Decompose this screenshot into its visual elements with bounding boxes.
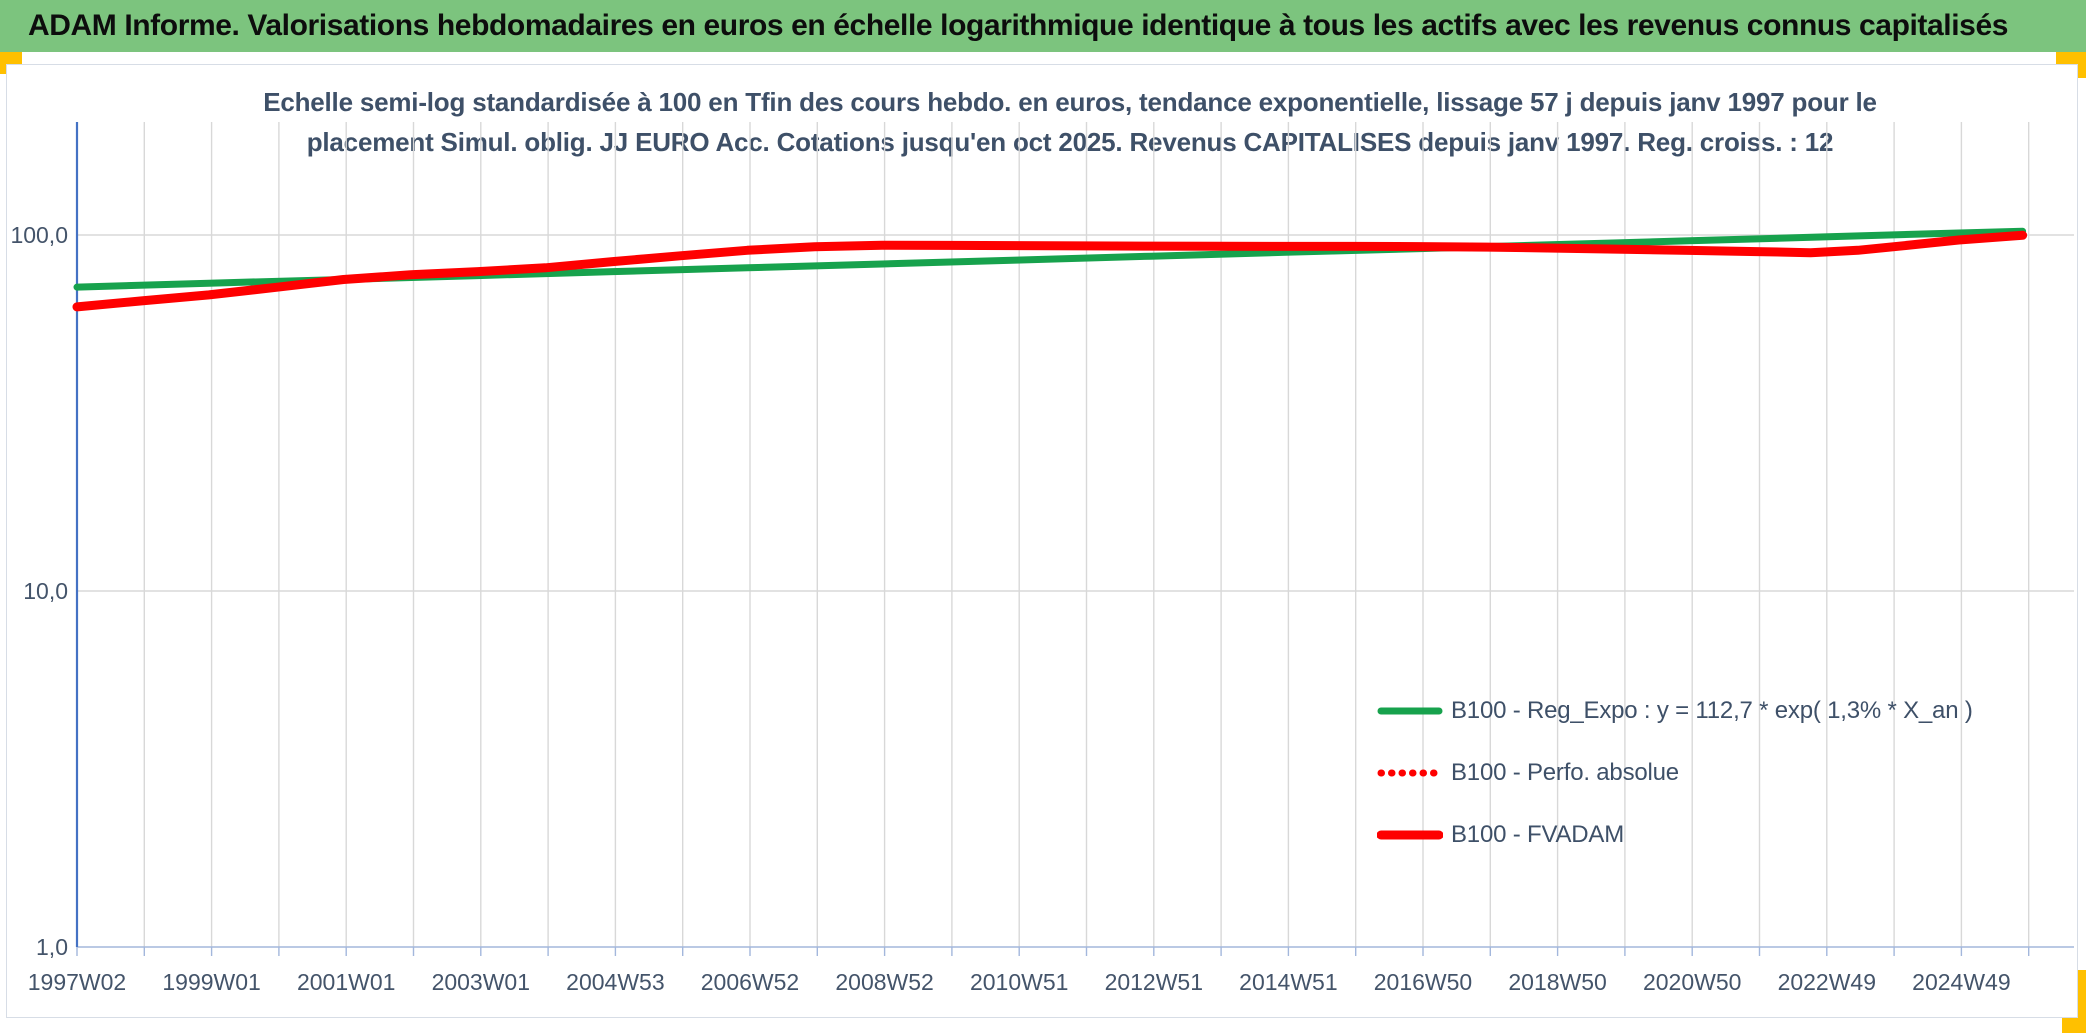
x-tick-label: 2003W01	[432, 969, 530, 995]
x-tick-label: 2014W51	[1239, 969, 1337, 995]
chart-card	[6, 64, 2078, 1018]
legend: B100 - Reg_Expo : y = 112,7 * exp( 1,3% …	[1376, 680, 1973, 866]
x-tick-label: 2010W51	[970, 969, 1068, 995]
red-dotted-line-icon	[1377, 765, 1443, 781]
y-tick-label: 1,0	[36, 934, 68, 960]
x-tick-label: 2020W50	[1643, 969, 1741, 995]
y-tick-label: 10,0	[23, 578, 68, 604]
x-tick-label: 2004W53	[566, 969, 664, 995]
chart-title-line1: Echelle semi-log standardisée à 100 en T…	[263, 87, 1877, 117]
x-tick-label: 2016W50	[1374, 969, 1472, 995]
legend-item-fvadam: B100 - FVADAM	[1376, 804, 1973, 866]
legend-label-perfo-absolue: B100 - Perfo. absolue	[1451, 759, 1679, 786]
legend-label-reg-expo: B100 - Reg_Expo : y = 112,7 * exp( 1,3% …	[1451, 697, 1973, 724]
x-tick-label: 2018W50	[1508, 969, 1606, 995]
x-tick-label: 2008W52	[835, 969, 933, 995]
header-bar: ADAM Informe. Valorisations hebdomadaire…	[0, 0, 2086, 52]
green-solid-line-icon	[1377, 703, 1443, 719]
y-tick-label: 100,0	[10, 222, 68, 248]
x-tick-label: 2012W51	[1105, 969, 1203, 995]
x-tick-label: 1999W01	[162, 969, 260, 995]
x-tick-label: 2024W49	[1912, 969, 2010, 995]
red-solid-line-icon	[1376, 827, 1444, 843]
legend-label-fvadam: B100 - FVADAM	[1451, 821, 1625, 848]
x-tick-label: 2006W52	[701, 969, 799, 995]
header-title: ADAM Informe. Valorisations hebdomadaire…	[28, 9, 2009, 42]
chart-title: Echelle semi-log standardisée à 100 en T…	[120, 82, 2020, 162]
chart-title-line2: placement Simul. oblig. JJ EURO Acc. Cot…	[306, 127, 1834, 157]
legend-item-perfo-absolue: B100 - Perfo. absolue	[1377, 742, 1973, 804]
x-tick-label: 2022W49	[1778, 969, 1876, 995]
series-line-fvadam	[72, 230, 2028, 312]
x-tick-label: 2001W01	[297, 969, 395, 995]
legend-item-reg-expo: B100 - Reg_Expo : y = 112,7 * exp( 1,3% …	[1377, 680, 1973, 742]
corner-accent-bottom-right	[2062, 1016, 2086, 1033]
edge-accent-right	[2078, 970, 2086, 1020]
x-tick-label: 1997W02	[28, 969, 126, 995]
